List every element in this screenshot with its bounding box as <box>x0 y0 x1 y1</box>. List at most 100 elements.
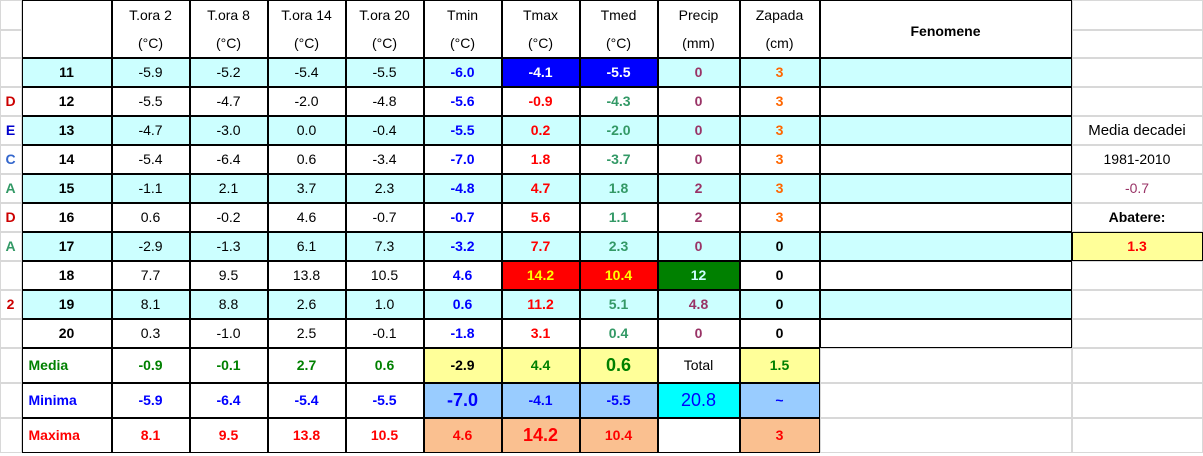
fenomene-cell <box>819 115 1072 145</box>
column-header: Tmin <box>423 0 502 30</box>
value-cell: 0.2 <box>501 115 580 145</box>
summary-cell: Total <box>657 347 740 383</box>
value-cell: -4.1 <box>501 57 580 87</box>
value-cell: -3.4 <box>345 144 424 174</box>
value-cell: -7.0 <box>423 144 502 174</box>
column-unit: (°C) <box>111 29 190 58</box>
column-header: Zapada <box>739 0 820 30</box>
summary-cell: 8.1 <box>111 417 190 453</box>
value-cell: 0.6 <box>267 144 346 174</box>
decade-letter: A <box>0 231 22 261</box>
day: 14 <box>21 144 112 174</box>
summary-cell: 3 <box>739 417 820 453</box>
grid-cell <box>1071 382 1203 418</box>
value-cell: 0 <box>657 318 740 348</box>
value-cell: 2.3 <box>345 173 424 203</box>
value-cell: 5.1 <box>579 289 658 319</box>
value-cell: 14.2 <box>501 260 580 290</box>
column-header: T.ora 8 <box>189 0 268 30</box>
value-cell: 4.7 <box>501 173 580 203</box>
grid-cell <box>1071 0 1203 30</box>
value-cell: 5.6 <box>501 202 580 232</box>
day: 20 <box>21 318 112 348</box>
summary-cell: -0.9 <box>111 347 190 383</box>
value-cell: -0.2 <box>189 202 268 232</box>
empty-cell <box>819 347 1072 383</box>
decade-letter: D <box>0 202 22 232</box>
grid-cell <box>1071 29 1203 58</box>
value-cell: -5.4 <box>111 144 190 174</box>
value-cell: -1.3 <box>189 231 268 261</box>
value-cell: 0.6 <box>111 202 190 232</box>
grid-cell <box>1071 260 1203 290</box>
side-panel-cell: 1.3 <box>1071 231 1203 261</box>
value-cell: 3.1 <box>501 318 580 348</box>
value-cell: 1.1 <box>579 202 658 232</box>
summary-cell: 4.6 <box>423 417 502 453</box>
value-cell: 4.6 <box>423 260 502 290</box>
summary-cell: 0.6 <box>579 347 658 383</box>
side-panel-cell: 1981-2010 <box>1071 144 1203 174</box>
summary-cell: 4.4 <box>501 347 580 383</box>
value-cell: 0 <box>657 231 740 261</box>
day: 19 <box>21 289 112 319</box>
column-header: T.ora 14 <box>267 0 346 30</box>
summary-cell: -7.0 <box>423 382 502 418</box>
value-cell: 1.8 <box>579 173 658 203</box>
column-unit: (°C) <box>579 29 658 58</box>
value-cell: 3 <box>739 86 820 116</box>
summary-label: Minima <box>21 382 112 418</box>
empty-cell <box>819 417 1072 453</box>
day: 13 <box>21 115 112 145</box>
summary-cell <box>657 417 740 453</box>
value-cell: 0.0 <box>267 115 346 145</box>
summary-cell: -5.5 <box>345 382 424 418</box>
value-cell: -0.7 <box>345 202 424 232</box>
value-cell: 7.7 <box>501 231 580 261</box>
day: 12 <box>21 86 112 116</box>
value-cell: 8.1 <box>111 289 190 319</box>
value-cell: 0 <box>657 57 740 87</box>
value-cell: 0 <box>657 86 740 116</box>
value-cell: 0.6 <box>423 289 502 319</box>
summary-cell: -5.4 <box>267 382 346 418</box>
value-cell: 4.8 <box>657 289 740 319</box>
day: 17 <box>21 231 112 261</box>
value-cell: 0 <box>739 231 820 261</box>
value-cell: 2.6 <box>267 289 346 319</box>
value-cell: 3 <box>739 115 820 145</box>
value-cell: -0.1 <box>345 318 424 348</box>
summary-cell: 1.5 <box>739 347 820 383</box>
value-cell: 3.7 <box>267 173 346 203</box>
value-cell: -3.2 <box>423 231 502 261</box>
fenomene-cell <box>819 231 1072 261</box>
value-cell: 3 <box>739 202 820 232</box>
value-cell: 2 <box>657 202 740 232</box>
value-cell: 7.7 <box>111 260 190 290</box>
value-cell: 0 <box>739 318 820 348</box>
value-cell: 12 <box>657 260 740 290</box>
value-cell: -2.0 <box>579 115 658 145</box>
value-cell: 0.3 <box>111 318 190 348</box>
fenomene-cell <box>819 202 1072 232</box>
summary-label: Media <box>21 347 112 383</box>
column-unit: (cm) <box>739 29 820 58</box>
side-panel-cell: Media decadei <box>1071 115 1203 145</box>
fenomene-cell <box>819 260 1072 290</box>
value-cell: 0 <box>657 115 740 145</box>
value-cell: 0 <box>657 144 740 174</box>
column-unit: (°C) <box>345 29 424 58</box>
summary-cell: 13.8 <box>267 417 346 453</box>
value-cell: -4.8 <box>345 86 424 116</box>
summary-cell: -5.9 <box>111 382 190 418</box>
column-unit: (°C) <box>189 29 268 58</box>
value-cell: 1.8 <box>501 144 580 174</box>
value-cell: -0.4 <box>345 115 424 145</box>
grid-cell <box>0 260 22 290</box>
grid-cell <box>0 57 22 87</box>
summary-cell: 2.7 <box>267 347 346 383</box>
value-cell: -5.6 <box>423 86 502 116</box>
value-cell: -4.7 <box>111 115 190 145</box>
value-cell: -3.7 <box>579 144 658 174</box>
value-cell: 2.5 <box>267 318 346 348</box>
